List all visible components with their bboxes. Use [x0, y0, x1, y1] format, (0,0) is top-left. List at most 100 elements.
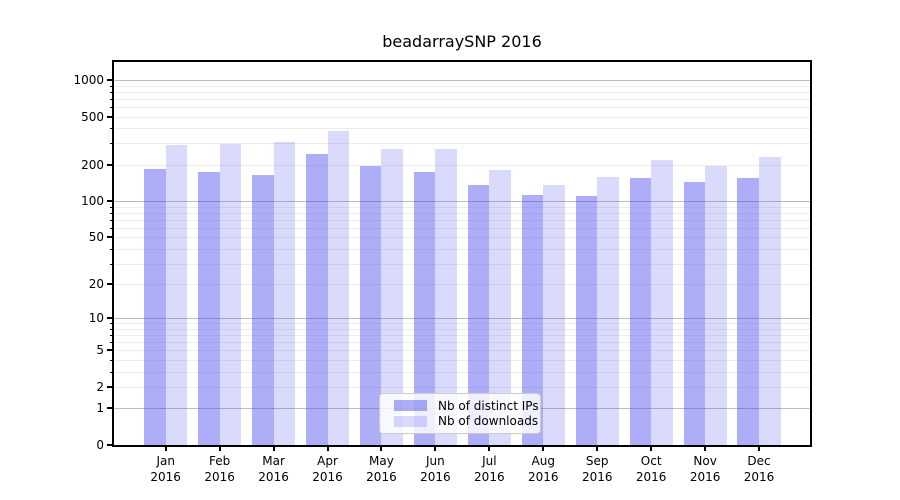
y-axis-tick-label: 20 [88, 277, 104, 292]
bar-distinct-ips [198, 171, 220, 445]
x-axis-tick-label: Dec 2016 [727, 453, 791, 485]
y-axis-tick [107, 407, 114, 410]
bar-downloads [219, 143, 242, 445]
month-label: Dec [747, 454, 771, 468]
x-axis-tick [650, 447, 653, 451]
y-axis-minor-tick [110, 263, 114, 265]
gridline-minor [114, 263, 810, 265]
gridline-minor [114, 248, 810, 250]
year-label: 2016 [474, 470, 505, 484]
y-axis-minor-tick [110, 227, 114, 229]
gridline-minor [114, 342, 810, 344]
y-axis-minor-tick [110, 106, 114, 108]
year-label: 2016 [312, 470, 343, 484]
bar-downloads [705, 165, 727, 445]
gridline-major [114, 80, 810, 81]
x-axis-tick-label: Jan 2016 [134, 453, 198, 485]
y-axis-tick [107, 283, 114, 286]
plot-area [114, 62, 810, 445]
y-axis-tick [107, 115, 114, 118]
year-label: 2016 [689, 470, 721, 484]
y-axis-minor-tick [110, 219, 114, 221]
x-axis-tick [758, 447, 761, 451]
gridline-minor [114, 386, 810, 388]
month-label: Feb [209, 454, 231, 468]
distinct-ips-legend-label: Nb of distinct IPs [438, 398, 539, 413]
bar-downloads [165, 144, 188, 445]
x-axis-tick-label: Oct 2016 [619, 453, 683, 485]
y-axis-tick-label: 50 [88, 230, 104, 245]
bar-distinct-ips [413, 171, 436, 445]
y-axis-tick [107, 79, 114, 81]
bar-distinct-ips [575, 196, 598, 445]
y-axis-minor-tick [110, 371, 114, 373]
y-axis-tick-label: 1000 [73, 73, 104, 87]
y-axis-tick [107, 236, 114, 239]
y-axis-tick-label: 500 [81, 109, 104, 124]
x-axis-tick-label: Jul 2016 [457, 453, 521, 485]
x-axis-tick-label: Jun 2016 [403, 453, 467, 485]
y-axis-minor-tick [110, 335, 114, 337]
gridline-minor [114, 212, 810, 214]
gridline-minor [114, 359, 810, 361]
y-axis-minor-tick [110, 328, 114, 330]
y-axis-tick [107, 349, 114, 352]
y-axis-minor-tick [110, 98, 114, 100]
y-axis-minor-tick [110, 359, 114, 361]
y-axis-minor-tick [110, 342, 114, 344]
bar-downloads [327, 131, 350, 445]
year-label: 2016 [420, 470, 451, 484]
distinct-ips-swatch [394, 400, 427, 412]
chart-title: beadarraySNP 2016 [382, 32, 542, 51]
bar-downloads [543, 185, 565, 445]
y-axis-minor-tick [110, 85, 114, 87]
month-label: Jan [156, 454, 175, 468]
gridline-minor [114, 237, 810, 239]
x-axis-tick-label: Feb 2016 [188, 453, 252, 485]
month-label: Nov [693, 454, 717, 468]
y-axis-tick-label: 0 [96, 438, 104, 452]
x-axis-tick [596, 447, 599, 451]
y-axis-tick [107, 444, 114, 446]
bar-downloads [489, 170, 511, 445]
x-axis-tick [542, 447, 545, 451]
x-axis-tick [488, 447, 491, 451]
y-axis-tick [107, 200, 114, 203]
y-axis-tick-label: 1 [96, 401, 104, 416]
x-axis-tick [218, 447, 221, 451]
y-axis-tick-label: 5 [96, 343, 104, 358]
month-label: Sep [585, 454, 609, 468]
y-axis-tick-label: 10 [88, 311, 104, 326]
y-axis-tick [107, 317, 114, 320]
y-axis-tick-label: 100 [81, 194, 104, 209]
bar-distinct-ips [251, 174, 274, 445]
bar-downloads [759, 157, 781, 445]
month-label: Oct [640, 454, 662, 468]
bar-distinct-ips [305, 154, 328, 445]
year-label: 2016 [204, 470, 235, 484]
legend-row-downloads: Nb of downloads [394, 414, 538, 428]
year-label: 2016 [743, 470, 775, 484]
bar-downloads [381, 149, 404, 445]
year-label: 2016 [635, 470, 667, 484]
bar-distinct-ips [683, 181, 706, 445]
x-axis-tick [434, 447, 437, 451]
bar-distinct-ips [144, 169, 166, 445]
month-label: Jul [482, 454, 497, 468]
gridline-minor [114, 335, 810, 337]
gridline-minor [114, 98, 810, 100]
year-label: 2016 [527, 470, 559, 484]
gridline-minor [114, 227, 810, 229]
month-label: Jun [426, 454, 445, 468]
year-label: 2016 [366, 470, 397, 484]
bar-downloads [273, 141, 296, 445]
year-label: 2016 [581, 470, 613, 484]
bar-distinct-ips [359, 166, 382, 445]
year-label: 2016 [258, 470, 289, 484]
x-axis-tick [272, 447, 275, 451]
gridline-minor [114, 328, 810, 330]
y-axis-minor-tick [110, 206, 114, 208]
y-axis-minor-tick [110, 143, 114, 145]
month-label: Aug [531, 454, 555, 468]
